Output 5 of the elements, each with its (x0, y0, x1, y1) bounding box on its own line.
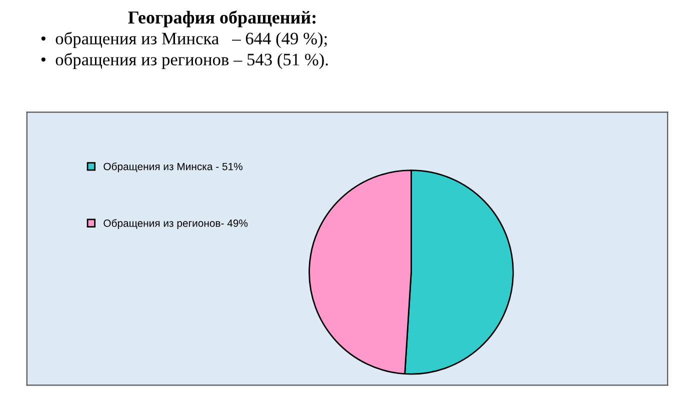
legend-label: Обращения из регионов- 49% (104, 219, 248, 229)
text: • обращения из Минска – 644 (49 %); (41, 32, 327, 48)
legend-label: Обращения из Минска - 51% (104, 162, 242, 172)
chart-title: География обращений: (128, 10, 316, 28)
text: • обращения из регионов – 543 (51 %). (41, 52, 328, 69)
